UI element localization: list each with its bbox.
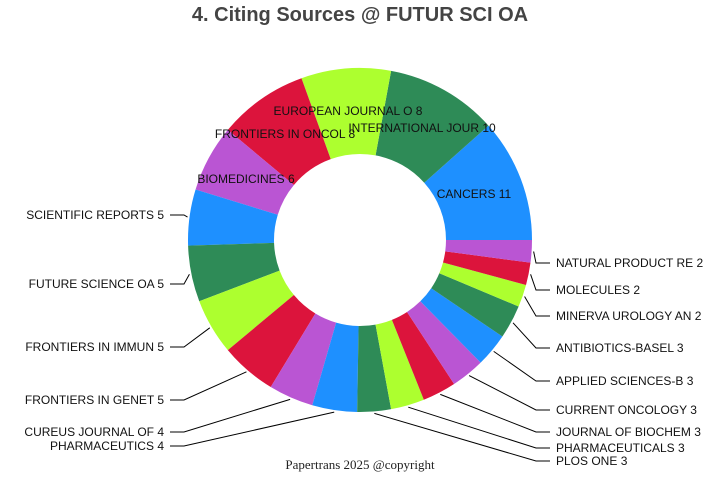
donut-slice [270,313,337,406]
slice-label: INTERNATIONAL JOUR 10 [348,121,496,135]
slice-label: PHARMACEUTICALS 3 [556,441,685,455]
label-leader-lines [170,214,550,462]
donut-slice [407,301,481,384]
donut-slice [195,129,294,215]
donut-slice [357,324,392,412]
copyright-footer: Papertrans 2025 @copyright [285,457,435,472]
slice-label: FUTURE SCIENCE OA 5 [29,277,165,291]
leader-line [493,350,550,382]
donut-slice [312,322,359,412]
donut-slice [301,68,392,160]
leader-line [170,411,335,447]
slice-label: FRONTIERS IN GENET 5 [25,393,164,407]
slice-label: BIOMEDICINES 6 [197,172,295,186]
leader-line [524,296,550,317]
donut-slice [431,273,519,337]
slice-label: ANTIBIOTICS-BASEL 3 [556,341,684,355]
slice-label: JOURNAL OF BIOCHEM 3 [556,425,701,439]
chart-title: 4. Citing Sources @ FUTUR SCI OA [191,4,529,26]
slice-label: PLOS ONE 3 [556,454,628,468]
donut-slice [375,70,489,183]
slice-label: MOLECULES 2 [556,283,640,297]
donut-slice [227,78,331,185]
slice-label: CURRENT ONCOLOGY 3 [556,403,697,417]
slice-label: FRONTIERS IN IMMUN 5 [25,340,164,354]
leader-line [170,214,188,218]
donut-slice [424,125,532,240]
donut-slice [443,251,531,285]
slice-label: MINERVA UROLOGY AN 2 [556,309,702,323]
donut-slice [391,311,455,400]
leader-line [408,406,550,449]
slice-label: CUREUS JOURNAL OF 4 [24,425,164,439]
donut-slices [188,68,532,412]
donut-slice [188,242,280,302]
leader-line [530,274,550,291]
leader-line [440,393,550,433]
donut-slice [375,319,424,410]
leader-line [170,274,190,285]
donut-slice [420,288,503,363]
leader-line [468,375,550,411]
slice-label: SCIENTIFIC REPORTS 5 [26,208,164,222]
slice-label: FRONTIERS IN ONCOL 8 [215,127,356,141]
donut-slice [445,240,532,263]
leader-line [170,327,211,348]
slice-label: NATURAL PRODUCT RE 2 [556,256,703,270]
leader-line [374,412,550,462]
slice-label: EUROPEAN JOURNAL O 8 [274,104,423,118]
leader-line [512,322,550,349]
donut-slice [188,189,278,246]
donut-slice [227,295,316,388]
donut-slice [199,270,294,351]
donut-slice [439,262,527,307]
slice-label: PHARMACEUTICS 4 [50,439,164,453]
leader-line [533,251,550,264]
leader-line [170,371,247,401]
slice-labels: CANCERS 11 INTERNATIONAL JOUR 10 EUROPEAN … [24,104,703,468]
slice-label: CANCERS 11 [437,187,512,201]
slice-label: APPLIED SCIENCES-B 3 [556,374,694,388]
leader-line [170,398,291,433]
